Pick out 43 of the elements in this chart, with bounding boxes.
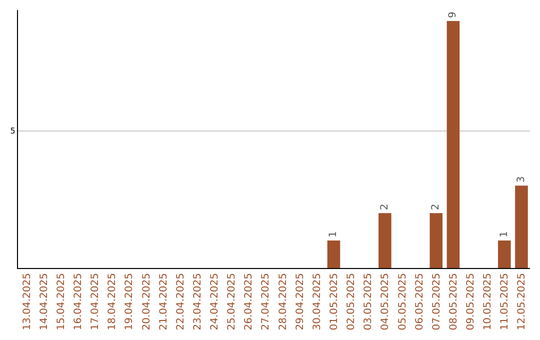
x-tick-label: 15.04.2025: [56, 273, 67, 330]
bar: [446, 20, 460, 268]
x-tick-label: 08.05.2025: [448, 273, 460, 330]
x-tick-label: 07.05.2025: [431, 273, 442, 330]
bar: [378, 213, 392, 268]
bar: [515, 186, 528, 268]
data-label: 3: [516, 176, 527, 183]
x-tick-label: 16.04.2025: [72, 273, 84, 330]
x-tick-label: 06.05.2025: [414, 273, 426, 330]
x-tick-label: 19.04.2025: [124, 273, 136, 330]
x-tick-label: 29.04.2025: [294, 273, 306, 330]
x-tick-label: 25.04.2025: [226, 273, 238, 330]
x-tick-label: 22.04.2025: [175, 273, 186, 330]
x-tick-label: 10.05.2025: [482, 273, 494, 330]
x-tick-label: 28.04.2025: [278, 273, 289, 330]
x-tick-label: 09.05.2025: [466, 273, 477, 330]
data-label: 2: [430, 204, 442, 210]
bar: [327, 240, 340, 268]
x-tick-label: 11.05.2025: [500, 273, 511, 330]
x-tick-label: 30.04.2025: [312, 273, 323, 330]
x-tick-label: 02.05.2025: [346, 273, 358, 330]
x-tick-label: 26.04.2025: [244, 273, 255, 330]
x-tick-label: 05.05.2025: [397, 273, 408, 330]
y-tick-label: 5: [10, 126, 16, 136]
x-tick-label: 04.05.2025: [380, 273, 392, 330]
data-label: 2: [379, 204, 390, 210]
x-tick-label: 24.04.2025: [210, 273, 221, 330]
bar: [430, 213, 443, 268]
x-tick-label: 21.04.2025: [158, 273, 170, 330]
x-tick-label: 20.04.2025: [141, 273, 152, 330]
x-tick-label: 17.04.2025: [90, 273, 102, 330]
x-tick-label: 03.05.2025: [363, 273, 374, 330]
data-label: 1: [328, 231, 340, 238]
x-tick-label: 12.05.2025: [516, 273, 528, 330]
x-tick-label: 23.04.2025: [192, 273, 204, 330]
x-tick-label: 27.04.2025: [260, 273, 272, 330]
x-tick-label: 13.04.2025: [22, 273, 33, 330]
bar: [498, 240, 511, 268]
x-tick-label: 01.05.2025: [328, 273, 340, 330]
data-label: 9: [448, 12, 459, 18]
data-label: 1: [498, 231, 510, 238]
x-tick-label: 18.04.2025: [107, 273, 118, 330]
x-tick-label: 14.04.2025: [38, 273, 50, 330]
